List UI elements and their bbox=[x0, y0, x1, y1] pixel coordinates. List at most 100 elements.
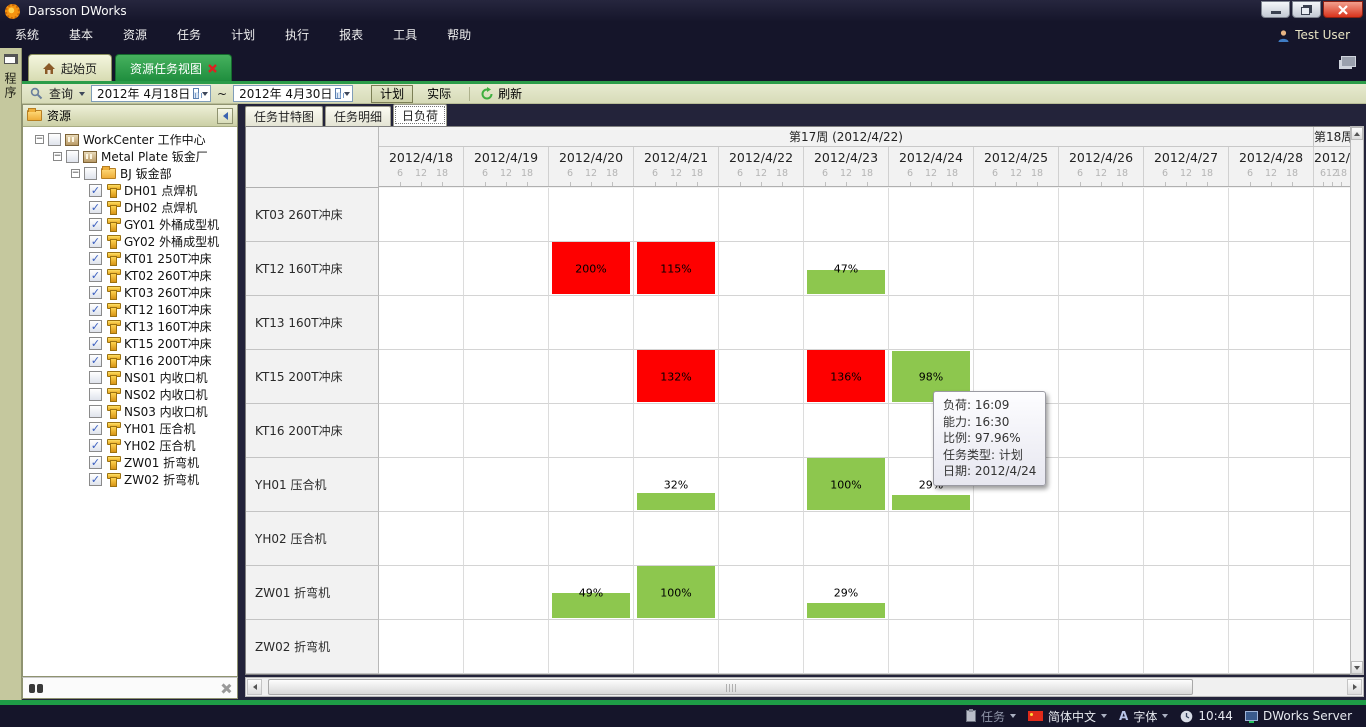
load-cell[interactable] bbox=[889, 242, 974, 296]
tree-item[interactable]: ✓ ZW02 折弯机 bbox=[23, 471, 237, 488]
load-cell[interactable] bbox=[1059, 350, 1144, 404]
load-cell[interactable] bbox=[1229, 242, 1314, 296]
tree-checkbox[interactable]: ✓ bbox=[89, 303, 102, 316]
tree-item[interactable]: ✓ KT03 260T冲床 bbox=[23, 284, 237, 301]
menu-item-资源[interactable]: 资源 bbox=[123, 28, 148, 42]
load-cell[interactable] bbox=[974, 242, 1059, 296]
load-cell[interactable] bbox=[889, 296, 974, 350]
load-cell[interactable] bbox=[1059, 620, 1144, 674]
load-cell[interactable] bbox=[549, 458, 634, 512]
tree-checkbox[interactable] bbox=[89, 388, 102, 401]
load-cell[interactable]: 200% bbox=[549, 242, 634, 296]
scroll-right-button[interactable] bbox=[1347, 679, 1362, 695]
status-font-menu[interactable]: A 字体 bbox=[1119, 708, 1169, 725]
tree-checkbox[interactable]: ✓ bbox=[89, 218, 102, 231]
view-tab-任务明细[interactable]: 任务明细 bbox=[325, 106, 392, 126]
load-cell[interactable] bbox=[464, 458, 549, 512]
load-cell[interactable] bbox=[804, 620, 889, 674]
tree-item[interactable]: ✓ KT02 260T冲床 bbox=[23, 267, 237, 284]
tree-item[interactable]: ✓ KT16 200T冲床 bbox=[23, 352, 237, 369]
load-cell[interactable] bbox=[1314, 512, 1350, 566]
load-cell[interactable] bbox=[719, 512, 804, 566]
load-cell[interactable] bbox=[1144, 458, 1229, 512]
load-cell[interactable] bbox=[1229, 620, 1314, 674]
load-cell[interactable]: 136% bbox=[804, 350, 889, 404]
load-cell[interactable] bbox=[1144, 512, 1229, 566]
tree-item[interactable]: ✓ DH01 点焊机 bbox=[23, 182, 237, 199]
tree-checkbox[interactable]: ✓ bbox=[89, 439, 102, 452]
menu-item-任务[interactable]: 任务 bbox=[177, 28, 202, 42]
menu-item-计划[interactable]: 计划 bbox=[231, 28, 256, 42]
load-cell[interactable] bbox=[1059, 512, 1144, 566]
load-cell[interactable] bbox=[1144, 404, 1229, 458]
load-cell[interactable]: 49% bbox=[549, 566, 634, 620]
scroll-left-button[interactable] bbox=[247, 679, 262, 695]
load-cell[interactable] bbox=[804, 188, 889, 242]
load-cell[interactable] bbox=[974, 296, 1059, 350]
tree-item[interactable]: ✓ KT13 160T冲床 bbox=[23, 318, 237, 335]
tree-checkbox[interactable]: ✓ bbox=[89, 201, 102, 214]
load-cell[interactable] bbox=[1144, 566, 1229, 620]
scroll-up-button[interactable] bbox=[1351, 127, 1363, 140]
close-button[interactable] bbox=[1323, 1, 1363, 18]
load-cell[interactable] bbox=[974, 566, 1059, 620]
load-cell[interactable] bbox=[1059, 404, 1144, 458]
tree-checkbox[interactable]: ✓ bbox=[89, 456, 102, 469]
programs-panel-icon[interactable] bbox=[3, 54, 18, 64]
load-cell[interactable]: 132% bbox=[634, 350, 719, 404]
date-to-dropdown-icon[interactable] bbox=[344, 91, 351, 96]
load-cell[interactable] bbox=[719, 404, 804, 458]
load-cell[interactable] bbox=[889, 512, 974, 566]
load-cell[interactable] bbox=[464, 620, 549, 674]
tree-checkbox[interactable] bbox=[84, 167, 97, 180]
load-cell[interactable] bbox=[464, 566, 549, 620]
load-cell[interactable] bbox=[634, 404, 719, 458]
date-from-field[interactable]: 2012年 4月18日 bbox=[91, 85, 212, 102]
load-cell[interactable] bbox=[1229, 458, 1314, 512]
load-cell[interactable] bbox=[974, 620, 1059, 674]
load-cell[interactable] bbox=[719, 350, 804, 404]
load-cell[interactable]: 47% bbox=[804, 242, 889, 296]
load-cell[interactable] bbox=[1229, 404, 1314, 458]
tree-checkbox[interactable]: ✓ bbox=[89, 286, 102, 299]
user-area[interactable]: Test User bbox=[1277, 22, 1350, 48]
load-bar[interactable] bbox=[892, 494, 970, 510]
refresh-button[interactable]: 刷新 bbox=[480, 85, 522, 102]
tree-item[interactable]: ✓ DH02 点焊机 bbox=[23, 199, 237, 216]
load-bar[interactable] bbox=[807, 602, 885, 618]
load-cell[interactable] bbox=[1314, 458, 1350, 512]
load-bar[interactable] bbox=[637, 350, 715, 402]
load-cell[interactable] bbox=[1314, 296, 1350, 350]
load-cell[interactable] bbox=[379, 458, 464, 512]
load-cell[interactable] bbox=[719, 188, 804, 242]
load-cell[interactable]: 100% bbox=[634, 566, 719, 620]
load-bar[interactable] bbox=[807, 350, 885, 402]
load-cell[interactable]: 32% bbox=[634, 458, 719, 512]
tree-checkbox[interactable]: ✓ bbox=[89, 252, 102, 265]
load-cell[interactable]: 29% bbox=[804, 566, 889, 620]
load-cell[interactable] bbox=[379, 242, 464, 296]
tree-item[interactable]: − Metal Plate 钣金厂 bbox=[23, 148, 237, 165]
scroll-down-button[interactable] bbox=[1351, 661, 1363, 674]
load-cell[interactable] bbox=[719, 458, 804, 512]
tree-item[interactable]: ✓ ZW01 折弯机 bbox=[23, 454, 237, 471]
tree-checkbox[interactable] bbox=[89, 405, 102, 418]
tree-expander-icon[interactable]: − bbox=[35, 134, 44, 144]
tree-item[interactable]: ✓ KT01 250T冲床 bbox=[23, 250, 237, 267]
load-cell[interactable] bbox=[634, 296, 719, 350]
load-cell[interactable] bbox=[464, 188, 549, 242]
load-cell[interactable] bbox=[549, 404, 634, 458]
load-bar[interactable] bbox=[637, 493, 715, 510]
view-tab-日负荷[interactable]: 日负荷 bbox=[393, 104, 448, 126]
load-cell[interactable] bbox=[889, 566, 974, 620]
tree-item[interactable]: ✓ GY02 外桶成型机 bbox=[23, 233, 237, 250]
load-cell[interactable] bbox=[379, 620, 464, 674]
load-cell[interactable] bbox=[974, 512, 1059, 566]
load-cell[interactable] bbox=[464, 296, 549, 350]
load-bar[interactable] bbox=[807, 458, 885, 510]
load-cell[interactable] bbox=[1144, 350, 1229, 404]
load-cell[interactable] bbox=[1144, 242, 1229, 296]
menu-item-报表[interactable]: 报表 bbox=[339, 28, 364, 42]
status-language-menu[interactable]: 简体中文 bbox=[1028, 708, 1108, 725]
load-cell[interactable] bbox=[889, 188, 974, 242]
